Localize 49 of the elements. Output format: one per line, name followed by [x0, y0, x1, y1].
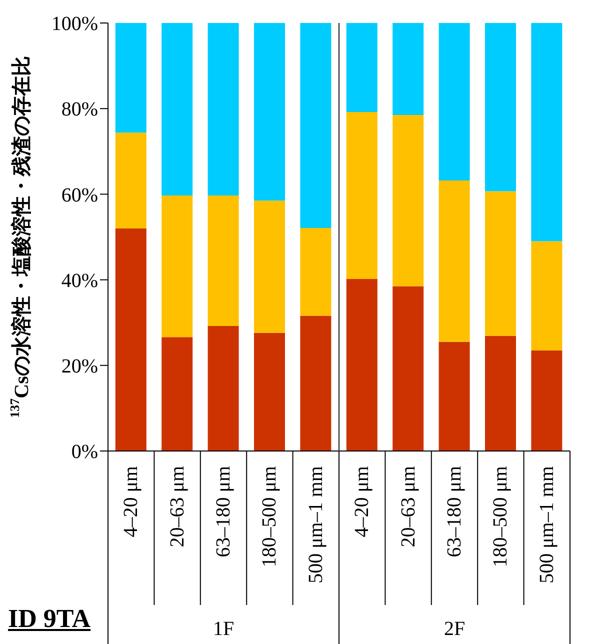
bar: [300, 228, 332, 316]
x-tick-label: 20–63 μm: [397, 466, 420, 548]
y-tick-label: 60%: [61, 184, 98, 206]
bar: [346, 112, 378, 279]
bar: [254, 23, 285, 201]
x-tick-label: 4–20 μm: [351, 466, 374, 538]
bar: [392, 286, 424, 451]
bar: [115, 23, 146, 133]
y-tick-label: 0%: [71, 441, 98, 464]
x-tick-label: 500 μm–1 mm: [536, 466, 558, 584]
bar: [531, 241, 562, 350]
bar: [162, 337, 193, 451]
text: 2F: [442, 618, 466, 641]
y-tick-label: 80%: [61, 98, 98, 121]
bar: [162, 23, 193, 196]
y-tick-label: 40%: [61, 270, 98, 292]
y-tick-label: 100%: [51, 13, 98, 36]
bar: [531, 350, 562, 451]
bar: [438, 23, 470, 181]
y-tick-label: 20%: [61, 356, 98, 378]
bar: [438, 342, 470, 451]
bar: [300, 23, 332, 228]
bar: [392, 23, 424, 116]
bar: [346, 278, 378, 451]
bar: [484, 23, 516, 192]
x-tick-label: 500 μm–1 mm: [304, 466, 327, 584]
bar: [484, 191, 516, 336]
bar: [254, 200, 285, 333]
bar: [208, 23, 239, 196]
bar: [392, 115, 424, 286]
x-tick-label: 20–63 μm: [166, 466, 188, 548]
x-tick-label: 63–180 μm: [212, 466, 234, 558]
bar: [346, 23, 378, 112]
x-tick-label: 180–500 μm: [258, 466, 281, 568]
text: 1F: [212, 618, 236, 641]
text: ID 9TA: [8, 604, 91, 634]
x-tick-label: 63–180 μm: [444, 466, 466, 558]
bar: [208, 326, 239, 451]
bar: [254, 332, 285, 451]
bar: [531, 23, 562, 242]
bar: [162, 195, 193, 338]
bar: [115, 132, 146, 228]
bar: [208, 195, 239, 326]
x-tick-label: 180–500 μm: [490, 466, 512, 568]
bar: [438, 180, 470, 342]
bar: [484, 336, 516, 451]
bar: [300, 316, 332, 451]
x-tick-label: 4–20 μm: [120, 466, 142, 538]
bar: [115, 228, 146, 451]
